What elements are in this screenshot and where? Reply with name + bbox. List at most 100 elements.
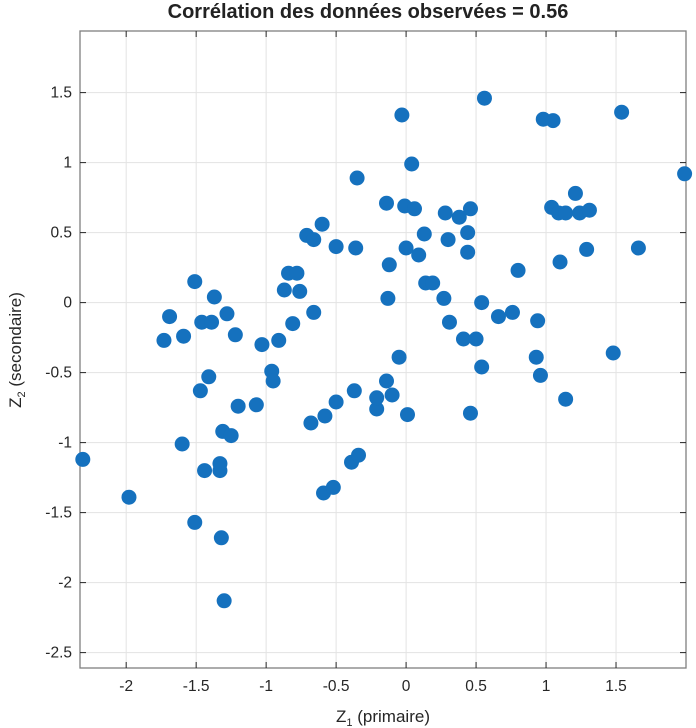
data-point xyxy=(630,240,646,256)
y-tick-label: -1 xyxy=(58,435,72,452)
data-point xyxy=(579,241,595,257)
data-point xyxy=(306,232,322,248)
y-axis-label: Z2 (secondaire) xyxy=(6,292,28,408)
data-point xyxy=(271,332,287,348)
y-tick-label: -2.5 xyxy=(45,645,72,662)
plot-frame xyxy=(79,30,687,669)
data-point xyxy=(248,397,264,413)
data-point xyxy=(398,240,414,256)
y-tick-label: -2 xyxy=(58,575,72,592)
data-point xyxy=(455,331,471,347)
data-point xyxy=(289,265,305,281)
x-tick-label: -1 xyxy=(259,678,273,695)
x-tick-label: 0 xyxy=(402,678,411,695)
data-point xyxy=(162,309,178,325)
data-point xyxy=(325,479,341,495)
y-tick-label: 0 xyxy=(63,295,72,312)
data-point xyxy=(121,489,137,505)
data-point xyxy=(227,327,243,343)
data-point xyxy=(204,314,220,330)
data-point xyxy=(212,456,228,472)
data-point xyxy=(349,170,365,186)
data-point xyxy=(314,216,330,232)
data-point xyxy=(223,428,239,444)
data-point xyxy=(441,314,457,330)
data-point xyxy=(380,290,396,306)
data-point xyxy=(201,369,217,385)
data-point xyxy=(404,156,420,172)
data-point xyxy=(558,391,574,407)
data-point xyxy=(436,290,452,306)
x-tick-label: 1 xyxy=(542,678,551,695)
x-tick-label: 1.5 xyxy=(605,678,627,695)
data-point xyxy=(406,201,422,217)
data-point xyxy=(528,349,544,365)
data-point xyxy=(532,367,548,383)
y-tick-label: 0.5 xyxy=(50,225,72,242)
data-point xyxy=(206,289,222,305)
data-point xyxy=(581,202,597,218)
data-point xyxy=(567,185,583,201)
data-points xyxy=(75,90,693,609)
data-point xyxy=(192,383,208,399)
data-point xyxy=(504,304,520,320)
data-point xyxy=(474,359,490,375)
y-tick-label: 1 xyxy=(63,155,72,172)
data-point xyxy=(213,530,229,546)
data-point xyxy=(75,451,91,467)
data-point xyxy=(451,209,467,225)
chart-title: Corrélation des données observées = 0.56 xyxy=(167,1,569,23)
data-point xyxy=(187,514,203,530)
data-point xyxy=(254,337,270,353)
data-point xyxy=(216,593,232,609)
data-point xyxy=(381,257,397,273)
data-point xyxy=(369,401,385,417)
data-point xyxy=(677,166,693,182)
data-point xyxy=(391,349,407,365)
data-point xyxy=(174,436,190,452)
data-point xyxy=(468,331,484,347)
data-point xyxy=(230,398,246,414)
data-point xyxy=(369,390,385,406)
data-point xyxy=(384,387,400,403)
data-point xyxy=(187,274,203,290)
data-point xyxy=(462,201,478,217)
axis-ticks: -2 -1.5 -1 -0.5 0 0.5 1 1.5 -2.5 -2 -1.5 -1 -0.5 0 0.5… xyxy=(45,31,686,695)
data-point xyxy=(545,113,561,129)
data-point xyxy=(351,447,367,463)
data-point xyxy=(378,373,394,389)
data-point xyxy=(219,306,235,322)
data-point xyxy=(348,240,364,256)
x-tick-label: -0.5 xyxy=(323,678,350,695)
x-tick-label: -1.5 xyxy=(183,678,210,695)
data-point xyxy=(490,309,506,325)
data-point xyxy=(303,415,319,431)
data-point xyxy=(306,304,322,320)
data-point xyxy=(425,275,441,291)
data-point xyxy=(276,282,292,298)
data-point xyxy=(558,205,574,221)
data-point xyxy=(552,254,568,270)
data-point xyxy=(328,394,344,410)
y-tick-label: 1.5 xyxy=(50,85,72,102)
x-axis-label: Z1 (primaire) xyxy=(336,707,430,728)
data-point xyxy=(378,195,394,211)
data-point xyxy=(197,463,213,479)
data-point xyxy=(605,345,621,361)
data-point xyxy=(460,225,476,241)
data-point xyxy=(460,244,476,260)
data-point xyxy=(510,262,526,278)
data-point xyxy=(530,313,546,329)
data-point xyxy=(437,205,453,221)
data-point xyxy=(285,316,301,332)
data-point xyxy=(346,383,362,399)
y-tick-label: -1.5 xyxy=(45,505,72,522)
data-point xyxy=(462,405,478,421)
data-point xyxy=(292,283,308,299)
data-point xyxy=(476,90,492,106)
y-tick-label: -0.5 xyxy=(45,365,72,382)
data-point xyxy=(411,247,427,263)
data-point xyxy=(474,295,490,311)
x-tick-label: 0.5 xyxy=(465,678,487,695)
data-point xyxy=(156,332,172,348)
